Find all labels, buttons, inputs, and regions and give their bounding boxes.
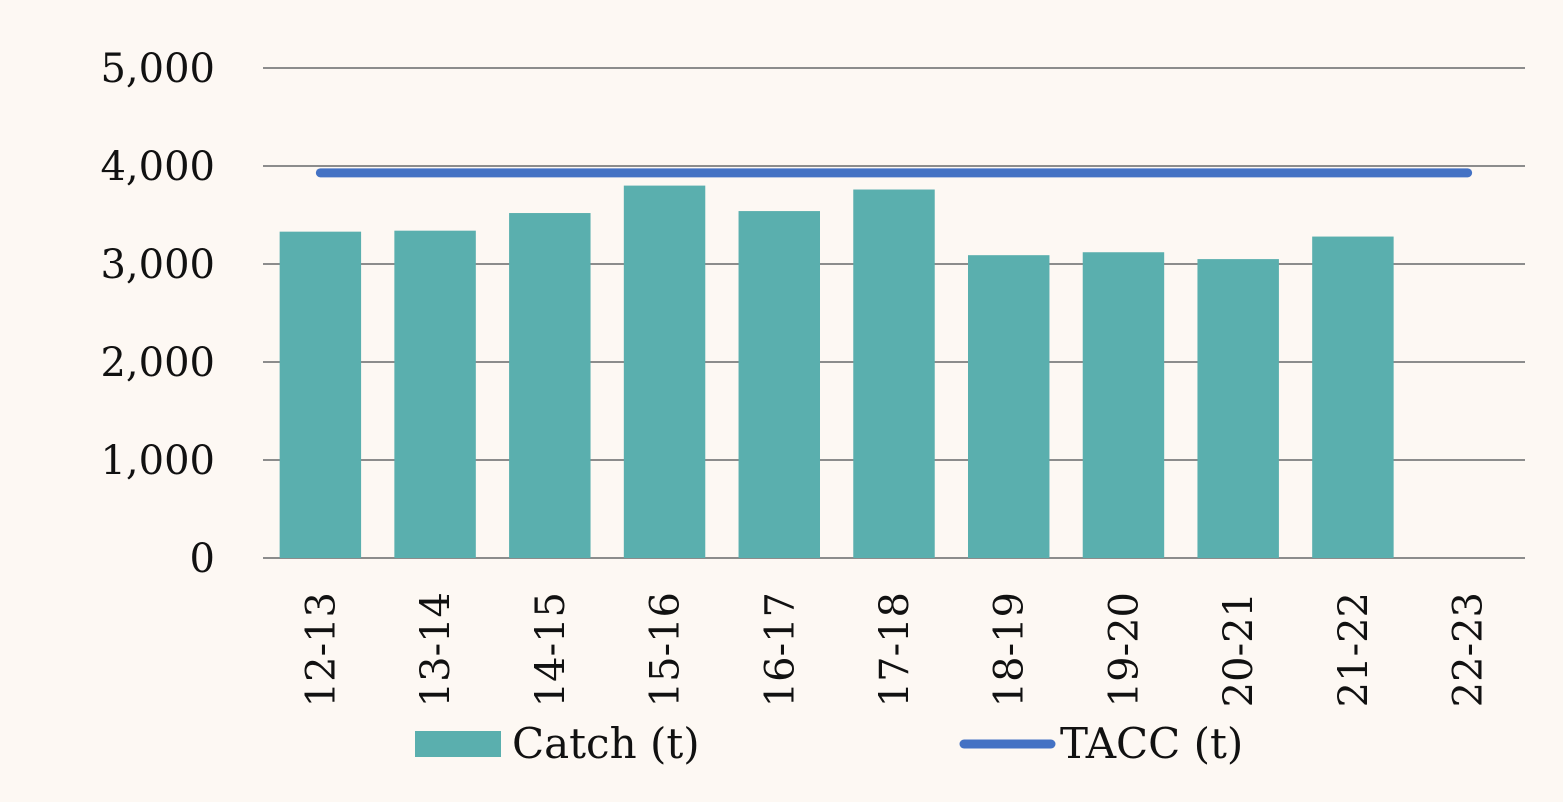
x-tick-label: 12-13 [298,592,344,707]
y-tick-label: 4,000 [100,144,215,190]
catch-bar [967,255,1050,558]
catch-bar [1197,259,1279,558]
catch-bar [509,213,591,559]
y-tick-label: 0 [190,536,215,582]
catch-bar [738,211,821,558]
x-tick-label: 20-21 [1216,592,1262,707]
catch-bar [394,230,476,558]
y-tick-label: 2,000 [100,340,215,386]
y-tick-label: 1,000 [100,438,215,484]
legend-tacc-label: TACC (t) [1060,719,1243,768]
catch-bar [853,189,935,558]
catch-bars [279,185,1394,559]
x-tick-label: 16-17 [757,592,803,707]
x-tick-label: 22-23 [1446,592,1492,707]
catch-bar [623,185,706,558]
x-axis-tick-labels: 12-13 13-14 14-15 15-16 16-17 17-18 18-19 19-20… [298,592,1491,707]
x-tick-label: 13-14 [413,592,459,707]
x-tick-label: 21-22 [1331,592,1377,707]
catch-bar [1082,252,1165,559]
y-tick-label: 5,000 [100,46,215,92]
legend: Catch (t) TACC (t) [415,719,1243,768]
legend-catch-label: Catch (t) [512,719,700,768]
catch-bar [1312,236,1394,558]
x-tick-label: 17-18 [872,592,918,707]
x-tick-label: 14-15 [528,592,574,707]
y-axis-tick-labels: 0 1,000 2,000 3,000 4,000 5,000 [100,46,215,582]
x-tick-label: 15-16 [643,592,689,707]
y-tick-label: 3,000 [100,242,215,288]
x-tick-label: 18-19 [987,592,1033,707]
catch-bar [279,231,362,558]
x-tick-label: 19-20 [1101,592,1147,707]
legend-catch-swatch [415,731,501,757]
